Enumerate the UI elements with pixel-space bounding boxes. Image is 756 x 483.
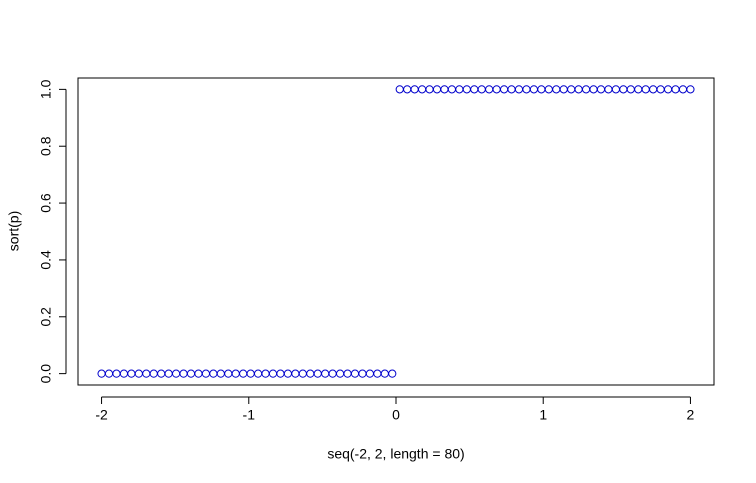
point [477, 85, 486, 94]
point [447, 85, 457, 94]
point [388, 369, 397, 378]
point [328, 369, 337, 378]
point [268, 369, 278, 378]
point [224, 369, 233, 378]
point [164, 369, 173, 378]
point [544, 85, 553, 94]
y-axis-label: sort(p) [6, 211, 22, 251]
point [537, 85, 546, 94]
point [470, 85, 479, 94]
point [611, 85, 621, 94]
point [119, 369, 129, 378]
x-tick-label: 1 [539, 407, 547, 423]
point [239, 369, 248, 378]
point [365, 369, 375, 378]
point [97, 369, 106, 378]
point [104, 369, 114, 378]
point [529, 85, 539, 94]
point [462, 85, 471, 94]
point [656, 85, 665, 94]
point [335, 369, 345, 378]
x-tick-label: 0 [392, 407, 400, 423]
point [253, 369, 263, 378]
plot-box [77, 77, 715, 386]
point [291, 369, 300, 378]
point [127, 369, 136, 378]
point [671, 85, 680, 94]
y-tick-label: 1.0 [38, 79, 54, 99]
point [678, 85, 688, 94]
point [514, 85, 524, 94]
y-tick-label: 0.6 [38, 193, 54, 213]
point [194, 369, 203, 378]
point [380, 369, 389, 378]
y-tick-label: 0.2 [38, 307, 54, 327]
point [574, 85, 583, 94]
y-tick-label: 0.4 [38, 250, 54, 270]
point [589, 85, 598, 94]
point [149, 369, 158, 378]
point [209, 369, 218, 378]
point [157, 369, 166, 378]
point [663, 85, 673, 94]
y-tick-label: 0.8 [38, 136, 54, 156]
point [425, 85, 434, 94]
point [358, 369, 367, 378]
point [626, 85, 635, 94]
point [432, 85, 442, 94]
x-axis-label: seq(-2, 2, length = 80) [327, 446, 464, 462]
point [634, 85, 643, 94]
point [313, 369, 322, 378]
point [604, 85, 613, 94]
point [186, 369, 196, 378]
point [142, 369, 151, 378]
point [321, 369, 330, 378]
y-tick-label: 0.0 [38, 364, 54, 384]
point [552, 85, 561, 94]
point [499, 85, 509, 94]
point [619, 85, 628, 94]
point [641, 85, 650, 94]
point [403, 85, 412, 94]
x-tick-label: -1 [243, 407, 256, 423]
point [410, 85, 419, 94]
point [395, 85, 404, 94]
x-tick-label: 2 [687, 407, 695, 423]
point [179, 369, 188, 378]
point [171, 369, 181, 378]
point [201, 369, 211, 378]
point [492, 85, 501, 94]
point [559, 85, 568, 94]
point [373, 369, 382, 378]
point [455, 85, 464, 94]
point [485, 85, 494, 94]
point [596, 85, 606, 94]
point [306, 369, 315, 378]
point [581, 85, 591, 94]
x-tick-label: -2 [95, 407, 108, 423]
point [231, 369, 240, 378]
point [343, 369, 352, 378]
point [649, 85, 658, 94]
point [112, 369, 121, 378]
point [261, 369, 270, 378]
point [507, 85, 516, 94]
point [417, 85, 427, 94]
point [298, 369, 307, 378]
point [216, 369, 225, 378]
point [283, 369, 293, 378]
point [522, 85, 531, 94]
point [440, 85, 449, 94]
point [134, 369, 143, 378]
point [567, 85, 576, 94]
point [686, 85, 695, 94]
point [246, 369, 255, 378]
point [276, 369, 285, 378]
point [350, 369, 360, 378]
